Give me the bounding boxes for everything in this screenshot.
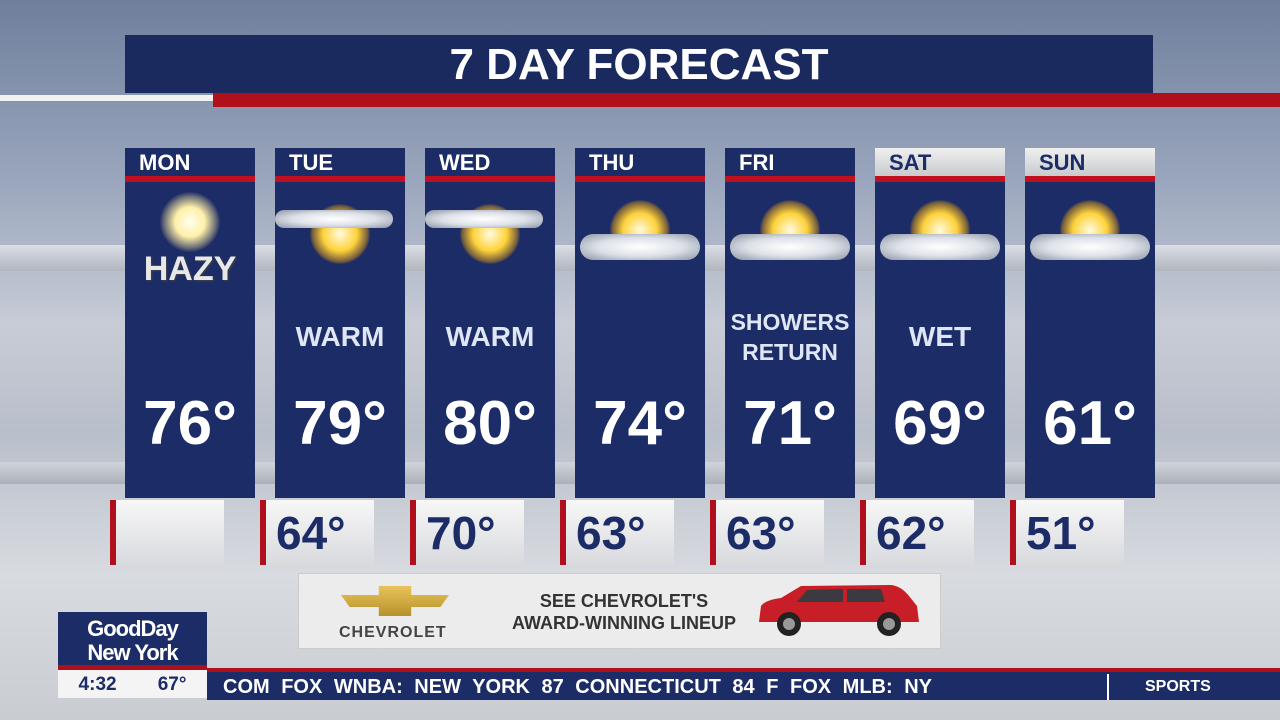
chevrolet-ad-banner[interactable]: CHEVROLET SEE CHEVROLET'S AWARD-WINNING … [298,573,941,649]
day-label: THU [589,150,635,175]
red-divider [725,176,855,182]
title-red-stripe [213,93,1280,107]
ticker-divider [1107,674,1109,700]
forecast-day-thu: THU 74° [575,148,705,498]
weather-icon-sun-cloud [425,182,555,292]
high-temp: 79° [293,389,387,458]
ad-line-1: SEE CHEVROLET'S [539,591,709,611]
red-divider [875,176,1005,182]
day-description: WARM [445,321,535,352]
high-temp: 61° [1043,389,1137,458]
description-area: WARM [425,292,555,382]
weather-icon-sun-cloud [275,182,405,292]
weather-icon-hazy-sun: HAZY [125,182,255,292]
low-temp: 63° [710,500,824,565]
description-area [575,292,705,382]
hazy-sun-icon [160,192,220,252]
current-temp: 67° [157,674,187,695]
day-label: WED [439,150,491,175]
high-temp: 76° [143,389,237,458]
day-description: SHOWERS RETURN [730,309,850,365]
ticker-text: COM FOX WNBA: NEW YORK 87 CONNECTICUT 84… [223,676,932,698]
forecast-day-fri: FRI SHOWERS RETURN 71° [725,148,855,498]
hazy-icon-label: HAZY [143,250,237,288]
day-label: SAT [875,148,1005,176]
description-area [125,292,255,382]
forecast-day-mon: MON HAZY 76° [125,148,255,498]
clock-time: 4:32 [78,674,117,695]
red-divider [275,176,405,182]
forecast-day-sat: SAT WET 69° [875,148,1005,498]
ticker-section-label: SPORTS [1145,678,1211,695]
red-divider [575,176,705,182]
high-temp: 74° [593,389,687,458]
good-day-new-york-logo: GoodDay New York [58,612,207,670]
cloud-icon [425,210,543,228]
red-divider [1025,176,1155,182]
description-area [1025,292,1155,382]
time-temp-box: 4:32 67° [58,670,207,698]
day-label: SUN [1025,148,1155,176]
ad-brand: CHEVROLET [339,624,447,641]
description-area: WET [875,292,1005,382]
low-temp: 51° [1010,500,1124,565]
cloud-icon [1030,234,1150,260]
day-description: WARM [295,321,385,352]
description-area: WARM [275,292,405,382]
ad-text: SEE CHEVROLET'S AWARD-WINNING LINEUP [474,590,774,634]
high-temp: 71° [743,389,837,458]
day-label: MON [139,150,191,175]
low-temp: 64° [260,500,374,565]
weather-icon-partly-cloudy [575,182,705,292]
logo-line-2: New York [87,640,178,665]
chevrolet-bowtie-logo [341,586,449,616]
cloud-icon [580,234,700,260]
weather-icon-partly-cloudy [1025,182,1155,292]
weather-icon-partly-cloudy [875,182,1005,292]
forecast-day-tue: TUE WARM 79° [275,148,405,498]
cloud-icon [275,210,393,228]
high-temp: 80° [443,389,537,458]
ad-line-2: AWARD-WINNING LINEUP [512,613,736,633]
high-temp: 69° [893,389,987,458]
low-temp: 63° [560,500,674,565]
red-divider [425,176,555,182]
day-description: WET [908,321,972,352]
forecast-day-wed: WED WARM 80° [425,148,555,498]
title-white-line [0,95,213,101]
page-title: 7 DAY FORECAST [125,35,1153,93]
low-temp: 70° [410,500,524,565]
logo-line-1: GoodDay [87,616,179,641]
red-suv-image [759,585,919,636]
low-temp [110,500,224,565]
news-ticker: COM FOX WNBA: NEW YORK 87 CONNECTICUT 84… [207,668,1280,700]
description-area: SHOWERS RETURN [725,292,855,382]
weather-icon-partly-cloudy [725,182,855,292]
red-divider [125,176,255,182]
day-label: TUE [289,150,333,175]
cloud-icon [880,234,1000,260]
cloud-icon [730,234,850,260]
day-label: FRI [739,150,775,175]
forecast-day-sun: SUN 61° [1025,148,1155,498]
low-temp: 62° [860,500,974,565]
